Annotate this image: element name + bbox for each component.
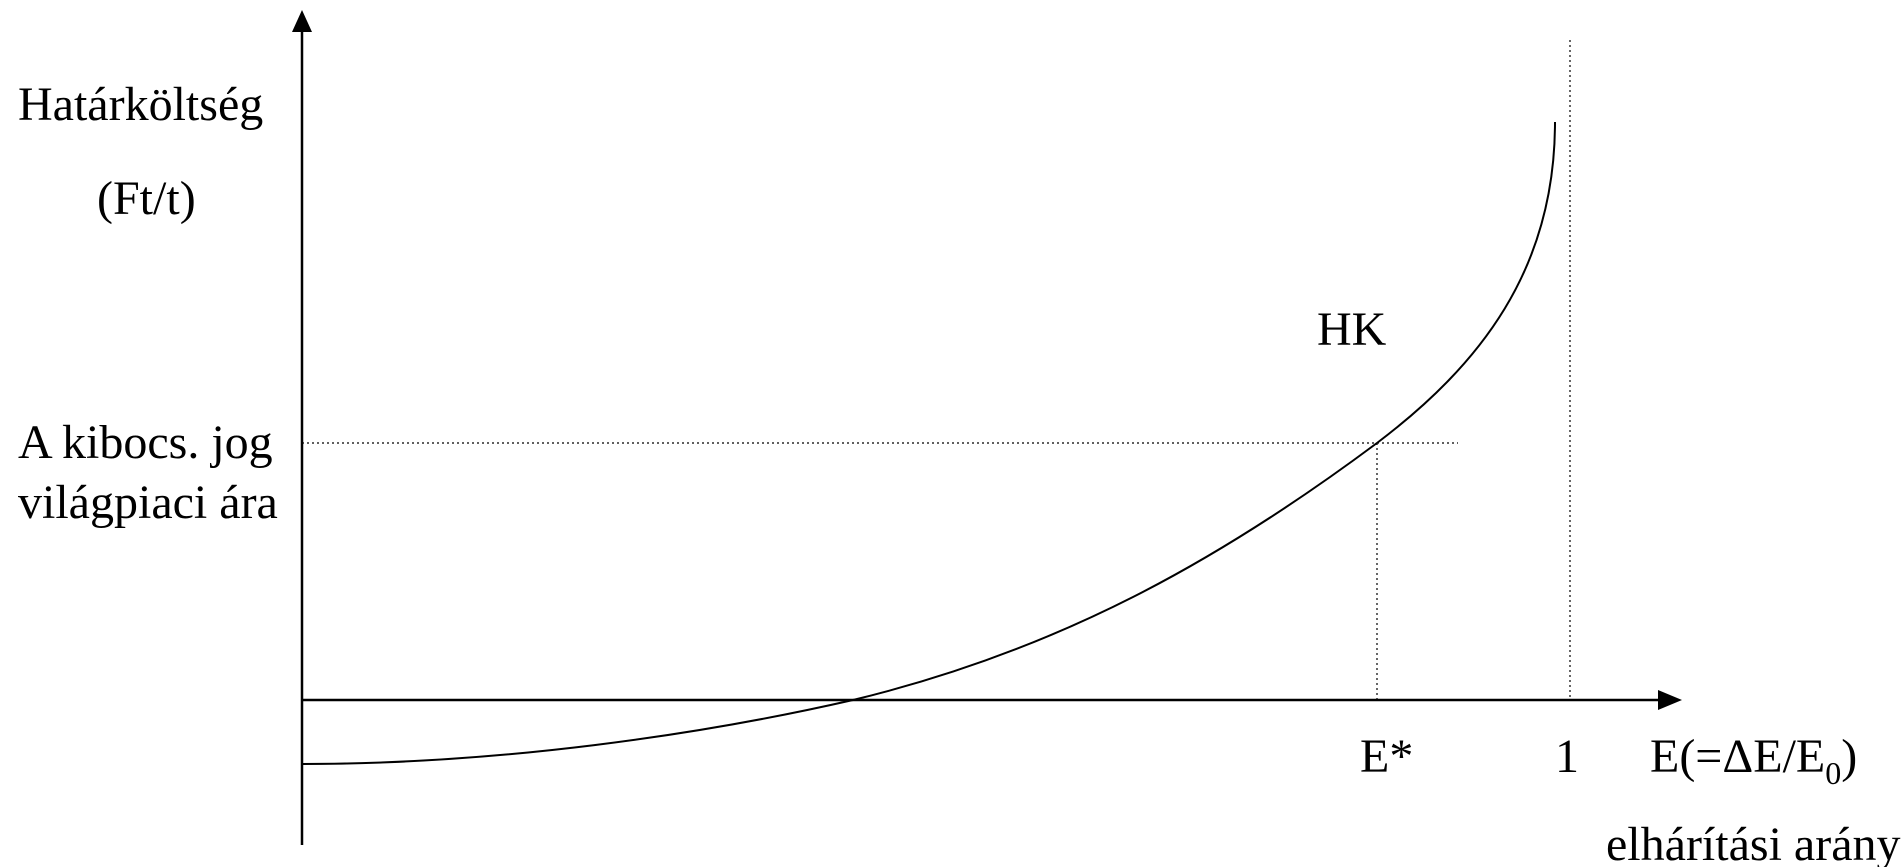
x-axis-formula-suffix: ) — [1841, 730, 1857, 783]
x-axis-formula: E(=ΔE/E0) — [1650, 730, 1857, 791]
one-tick-label: 1 — [1555, 730, 1579, 783]
x-axis-formula-subscript: 0 — [1825, 755, 1841, 791]
x-axis-arrowhead — [1658, 690, 1682, 710]
price-label-line1: A kibocs. jog — [18, 416, 273, 469]
y-axis-unit: (Ft/t) — [97, 172, 196, 225]
x-axis-caption: elhárítási arány — [1606, 818, 1901, 867]
y-axis-title: Határköltség — [18, 78, 263, 131]
e-star-tick-label: E* — [1360, 730, 1413, 783]
curve-label-hk: HK — [1317, 303, 1387, 356]
price-label-line2: világpiaci ára — [18, 476, 278, 529]
x-axis-formula-prefix: E(=ΔE/E — [1650, 730, 1825, 783]
y-axis-arrowhead — [292, 10, 312, 32]
marginal-cost-curve — [301, 121, 1556, 765]
